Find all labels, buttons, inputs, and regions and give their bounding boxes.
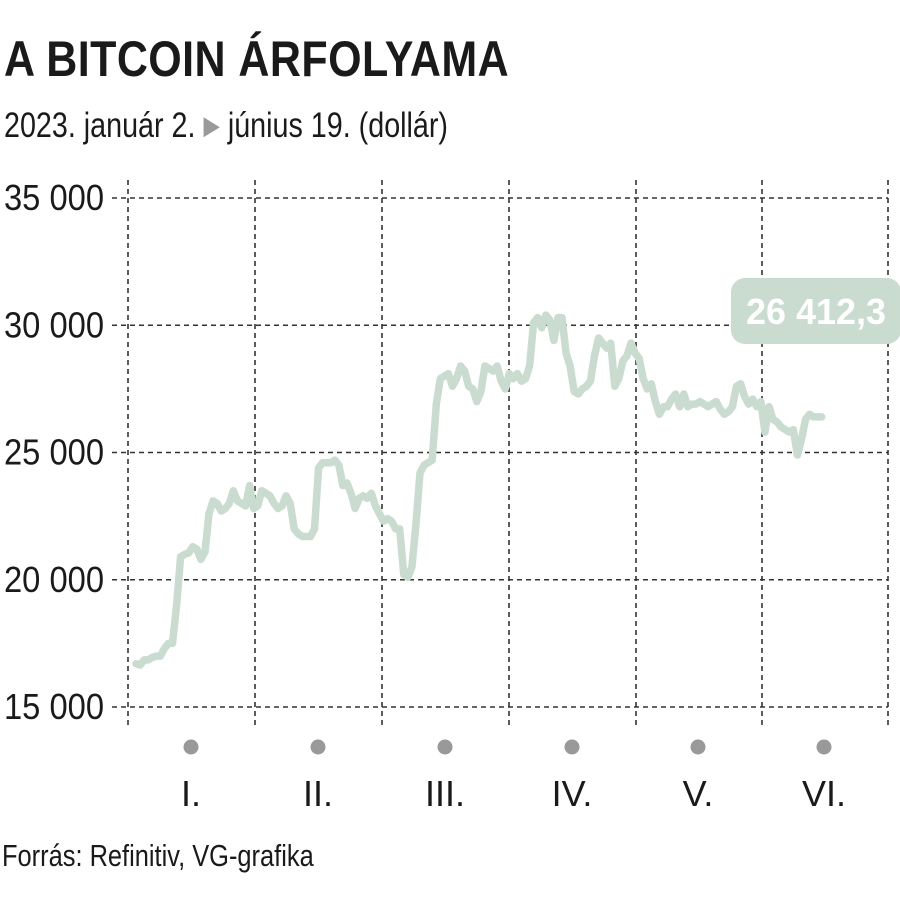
- chart-subtitle: 2023. január 2. ▶ június 19. (dollár): [4, 106, 448, 146]
- x-tick-label: VI.: [802, 773, 846, 814]
- end-value-badge: [731, 278, 900, 344]
- arrow-right-icon: ▶: [203, 110, 220, 140]
- x-tick-label: IV.: [552, 773, 593, 814]
- month-marker-dot: [816, 739, 832, 755]
- month-marker-dot: [690, 739, 706, 755]
- y-tick-label: 25 000: [4, 432, 104, 473]
- y-axis: 15 000 20 000 25 000 30 000 35 000: [4, 177, 104, 727]
- x-tick-label: I.: [181, 773, 201, 814]
- series-line: [132, 311, 826, 669]
- x-tick-label: II.: [303, 773, 333, 814]
- source-note: Forrás: Refinitiv, VG-grafika: [2, 838, 314, 873]
- month-marker-dot: [183, 739, 199, 755]
- y-tick-label: 35 000: [4, 177, 104, 218]
- month-marker-dot: [310, 739, 326, 755]
- chart-title: A BITCOIN ÁRFOLYAMA: [4, 31, 510, 87]
- x-tick-label: III.: [425, 773, 465, 814]
- y-tick-label: 20 000: [4, 559, 104, 600]
- x-axis: I. II. III. IV. V. VI.: [181, 739, 846, 814]
- month-marker-dot: [564, 739, 580, 755]
- month-marker-dot: [437, 739, 453, 755]
- y-tick-label: 15 000: [4, 686, 104, 727]
- end-value-label: 26 412,3: [746, 291, 886, 332]
- subtitle-end-date: június 19. (dollár): [227, 106, 448, 145]
- series-group: [132, 311, 826, 669]
- end-label-group: 26 412,3: [731, 278, 900, 344]
- x-tick-label: V.: [683, 773, 714, 814]
- subtitle-start-date: 2023. január 2.: [4, 106, 196, 145]
- y-tick-label: 30 000: [4, 304, 104, 345]
- grid: [112, 180, 889, 725]
